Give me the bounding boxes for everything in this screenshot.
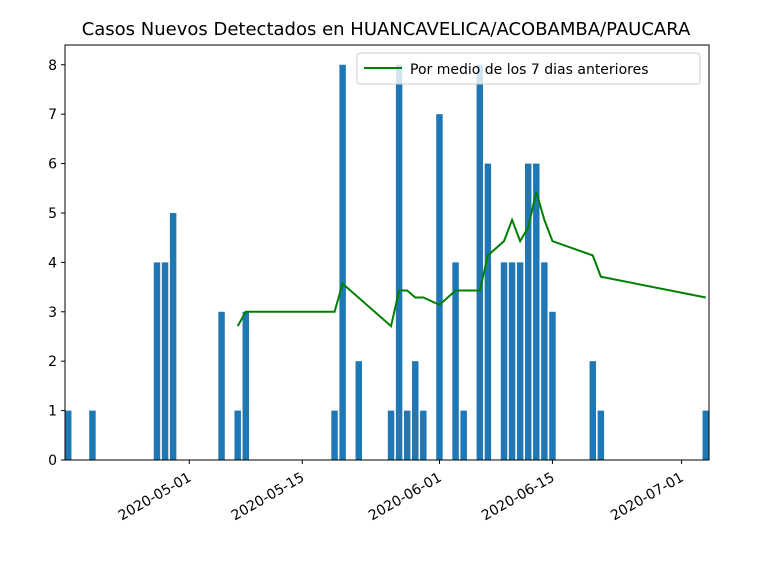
x-tick-label: 2020-05-01 xyxy=(116,470,194,525)
bar xyxy=(460,410,467,460)
x-tick-label: 2020-05-15 xyxy=(229,470,307,525)
bar xyxy=(169,212,177,460)
legend-frame xyxy=(356,52,701,85)
bar xyxy=(500,262,508,460)
y-tick-label: 3 xyxy=(48,305,57,321)
bar xyxy=(525,163,532,460)
bar xyxy=(702,410,709,460)
bar xyxy=(355,361,362,460)
bar xyxy=(508,262,516,460)
line-layer xyxy=(236,191,706,328)
chart-title: Casos Nuevos Detectados en HUANCAVELICA/… xyxy=(82,19,691,40)
bar xyxy=(234,410,241,460)
y-tick-label: 0 xyxy=(48,453,57,469)
bar xyxy=(476,64,484,460)
y-tick-label: 7 xyxy=(48,107,57,123)
bar xyxy=(420,410,427,460)
bar xyxy=(403,410,411,460)
bar xyxy=(452,262,459,460)
bar xyxy=(387,410,395,460)
bar xyxy=(597,410,605,460)
bar xyxy=(549,311,556,460)
y-tick-label: 5 xyxy=(48,206,57,222)
bar xyxy=(242,311,249,460)
x-tick-label: 2020-06-01 xyxy=(366,470,444,525)
y-tick-label: 1 xyxy=(48,404,57,420)
plot-frame xyxy=(64,44,710,461)
bar xyxy=(484,163,492,460)
y-tick-label: 8 xyxy=(48,58,57,74)
series-line xyxy=(236,191,706,328)
bar xyxy=(153,262,161,460)
y-tick-label: 4 xyxy=(48,255,57,271)
bar xyxy=(65,410,72,460)
bar xyxy=(589,361,597,460)
bar xyxy=(541,262,548,460)
legend: Por medio de los 7 dias anteriores xyxy=(356,52,701,85)
bar xyxy=(218,311,225,460)
bar xyxy=(161,262,169,460)
bar xyxy=(395,64,403,460)
bar xyxy=(331,410,338,460)
y-tick-label: 6 xyxy=(48,157,57,173)
axes-layer: 0 1 2 3 4 5 6 7 8 2020-05-01 2020-05-15 2020-06-01 2… xyxy=(48,44,710,525)
bar xyxy=(412,361,419,460)
bar xyxy=(436,114,443,461)
bar xyxy=(89,410,96,460)
bars-layer xyxy=(65,64,709,461)
x-tick-label: 2020-07-01 xyxy=(608,470,686,525)
bar xyxy=(516,262,524,460)
bar xyxy=(339,64,346,460)
legend-label: Por medio de los 7 dias anteriores xyxy=(410,62,649,78)
x-tick-label: 2020-06-15 xyxy=(479,470,557,525)
y-tick-label: 2 xyxy=(48,354,57,370)
bar xyxy=(533,163,540,460)
